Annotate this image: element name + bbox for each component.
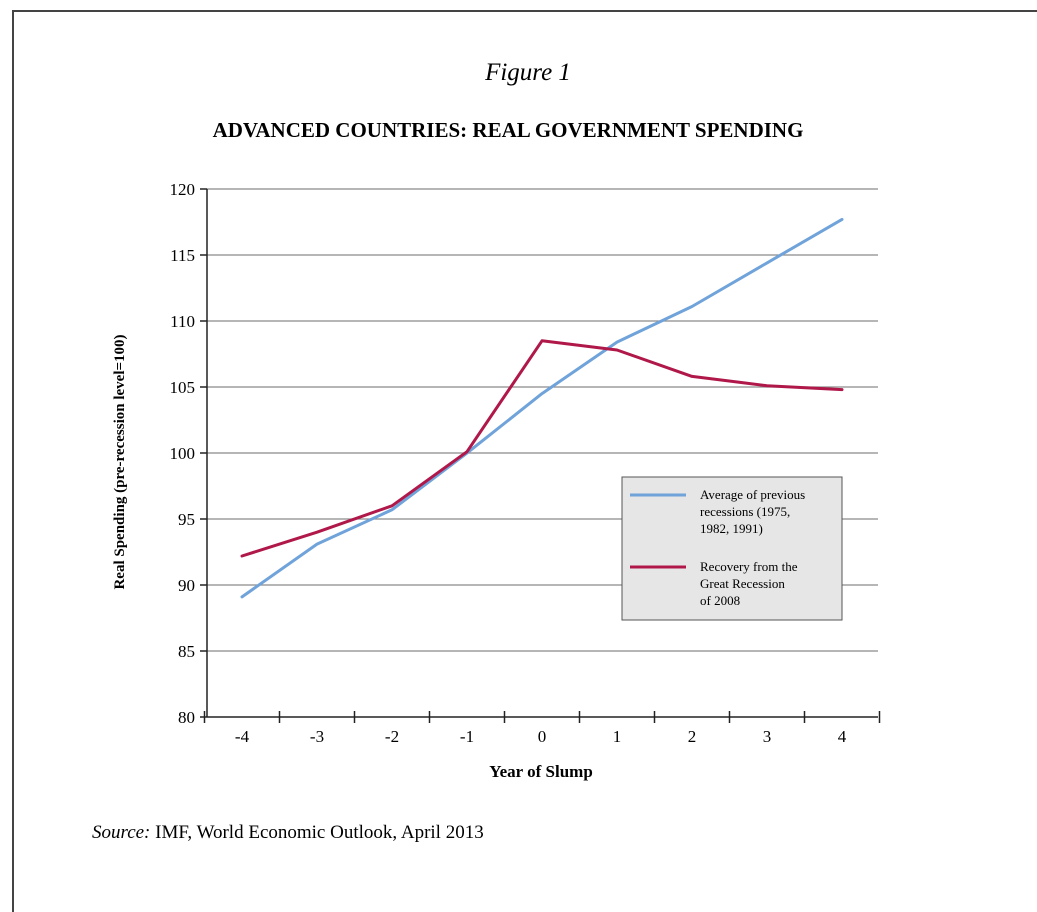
y-tick-label: 80 <box>178 708 195 727</box>
x-tick-label: 3 <box>763 727 772 746</box>
y-tick-label: 100 <box>170 444 196 463</box>
x-tick-label: -4 <box>235 727 250 746</box>
legend-label-line: 1982, 1991) <box>700 521 763 536</box>
legend-label-line: Average of previous <box>700 487 805 502</box>
x-tick-label: 4 <box>838 727 847 746</box>
figure-frame <box>12 10 1037 912</box>
x-tick-label: 2 <box>688 727 697 746</box>
source-prefix: Source: <box>92 822 150 843</box>
y-axis: 80 85 90 95 100 105 110 115 120 <box>170 180 208 727</box>
series-line-average <box>240 217 844 599</box>
source-text: IMF, World Economic Outlook, April 2013 <box>150 822 483 843</box>
legend: Average of previous recessions (1975, 1982… <box>621 476 843 621</box>
x-tick-label: 1 <box>613 727 622 746</box>
legend-label-line: recessions (1975, <box>700 504 790 519</box>
y-axis-label: Real Spending (pre-recession level=100) <box>112 334 128 589</box>
legend-label-line: of 2008 <box>700 593 740 608</box>
series-line-recovery <box>240 339 844 558</box>
y-tick-label: 85 <box>178 642 195 661</box>
x-axis-label: Year of Slump <box>489 762 593 781</box>
line-chart: Figure 1 ADVANCED COUNTRIES: REAL GOVERN… <box>92 59 881 843</box>
legend-label-line: Great Recession <box>700 576 785 591</box>
x-tick-label: 0 <box>538 727 547 746</box>
chart-title: ADVANCED COUNTRIES: REAL GOVERNMENT SPEN… <box>213 118 804 142</box>
y-tick-label: 90 <box>178 576 195 595</box>
y-tick-label: 105 <box>170 378 196 397</box>
legend-label: Average of previous recessions (1975, 1982… <box>700 487 805 536</box>
legend-label: Recovery from the Great Recession of 2008 <box>700 559 798 608</box>
x-axis: -4 -3 -2 -1 0 1 2 3 4 <box>203 711 881 746</box>
y-tick-label: 95 <box>178 510 195 529</box>
x-tick-label: -3 <box>310 727 324 746</box>
y-tick-label: 120 <box>170 180 196 199</box>
source-note: Source: IMF, World Economic Outlook, Apr… <box>92 822 484 843</box>
legend-box <box>621 476 843 621</box>
x-tick-label: -2 <box>385 727 399 746</box>
x-tick-label: -1 <box>460 727 474 746</box>
figure-label: Figure 1 <box>484 59 571 86</box>
series-lines <box>240 217 844 599</box>
y-tick-label: 110 <box>170 312 195 331</box>
legend-label-line: Recovery from the <box>700 559 798 574</box>
y-tick-label: 115 <box>170 246 195 265</box>
